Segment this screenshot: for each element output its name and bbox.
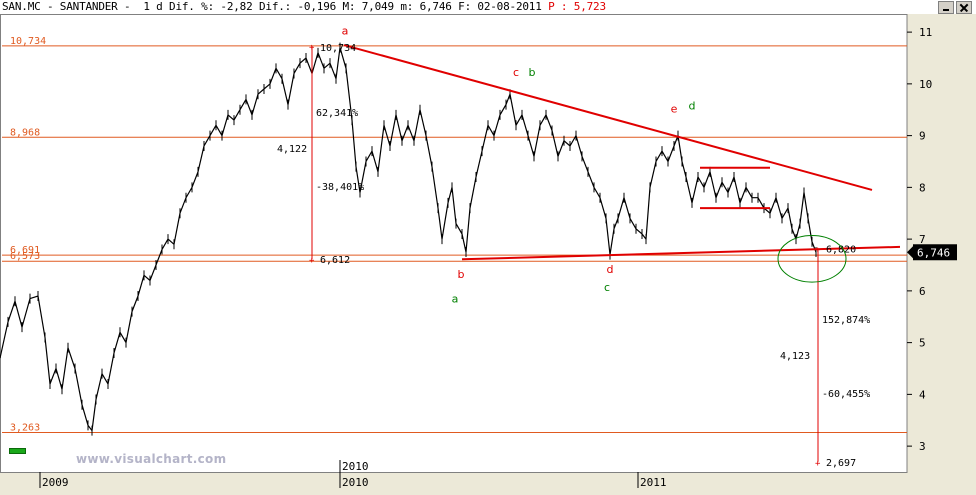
level-label: 3,263 [10,423,40,434]
y-tick-label: 11 [919,26,932,39]
measure-pct-up: 152,874% [822,315,870,326]
wave-label: e [671,102,678,115]
level-label: 8,968 [10,127,40,138]
y-tick-label: 5 [919,337,926,350]
measure-bottom-label: 6,612 [320,255,350,266]
x-tick-label: 2011 [640,476,667,489]
last-price-label: 6,746 [917,246,950,259]
measure-pct-down: -38,401% [316,182,364,193]
level-label: 6,573 [10,251,40,262]
measure-top-label: 6,820 [826,244,856,255]
dif-label: Dif.: -0,196 [258,0,337,13]
plot-frame [0,14,908,473]
wave-label: c [513,66,519,79]
min-label: m: 6,746 [400,0,452,13]
y-tick-label: 7 [919,233,926,246]
measure-pct-up: 62,341% [316,108,358,119]
measure-bottom-label: 2,697 [826,458,856,469]
measure-top-label: 10,734 [320,43,356,54]
measure-diff-label: 4,123 [780,351,810,362]
price-series [0,47,817,433]
wave-label: c [604,281,610,294]
measure-arrow: + [815,245,821,255]
x-tick-label: 2009 [42,476,69,489]
wave-label: a [342,25,349,38]
y-tick-label: 8 [919,181,926,194]
x-tick-label: 2010 [342,460,369,473]
y-tick-label: 3 [919,440,926,453]
wave-label: a [452,292,459,305]
measure-arrow: + [815,459,821,469]
measure-diff-label: 4,122 [277,144,307,155]
wave-label: b [529,66,536,79]
wave-label: b [458,268,465,281]
y-tick-label: 9 [919,130,926,143]
x-tick-label: 2010 [342,476,369,489]
last-price-pointer [907,246,913,259]
y-tick-label: 6 [919,285,926,298]
date-label: F: 02-08-2011 [458,0,542,13]
time-axis-panel [0,472,907,495]
y-tick-label: 10 [919,78,932,91]
last-price-box [913,244,957,261]
max-label: M: 7,049 [342,0,394,13]
minimize-icon[interactable] [938,1,954,14]
close-icon[interactable] [956,1,972,14]
highlight-ellipse [777,234,847,283]
measure-arrow: + [309,43,315,53]
trendline [343,44,873,191]
measure-arrow: + [309,256,315,266]
wave-label: d [689,100,696,113]
indicator-flag-icon [9,448,26,454]
symbol-label: SAN.MC - SANTANDER - [2,0,131,13]
level-label: 6,691 [10,245,40,256]
trendline [461,245,901,261]
wave-label: d [607,263,614,276]
y-tick-label: 4 [919,388,926,401]
dif-pct-label: Dif. %: -2,82 [169,0,253,13]
level-label: 10,734 [10,36,46,47]
measure-pct-down: -60,455% [822,389,870,400]
chart-header: SAN.MC - SANTANDER - 1 d Dif. %: -2,82 D… [2,0,606,14]
price-label: P : 5,723 [548,0,606,13]
period-label: 1 d [143,0,163,13]
watermark: www.visualchart.com [76,452,227,466]
